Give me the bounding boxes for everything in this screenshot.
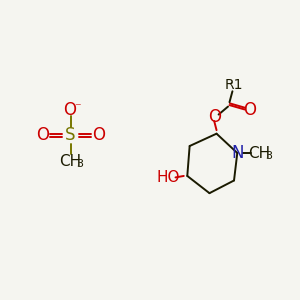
Text: CH: CH xyxy=(59,154,81,169)
Text: 3: 3 xyxy=(76,159,83,169)
Text: R1: R1 xyxy=(225,77,243,92)
Text: N: N xyxy=(232,144,244,162)
Text: O: O xyxy=(36,126,49,144)
Text: CH: CH xyxy=(248,146,270,161)
Text: 3: 3 xyxy=(265,151,272,160)
Text: O: O xyxy=(208,109,221,127)
Text: HO: HO xyxy=(157,170,181,185)
Text: O: O xyxy=(244,100,256,118)
Text: O: O xyxy=(92,126,105,144)
Text: S: S xyxy=(65,126,76,144)
Text: O: O xyxy=(63,101,76,119)
Text: ⁻: ⁻ xyxy=(74,101,80,114)
